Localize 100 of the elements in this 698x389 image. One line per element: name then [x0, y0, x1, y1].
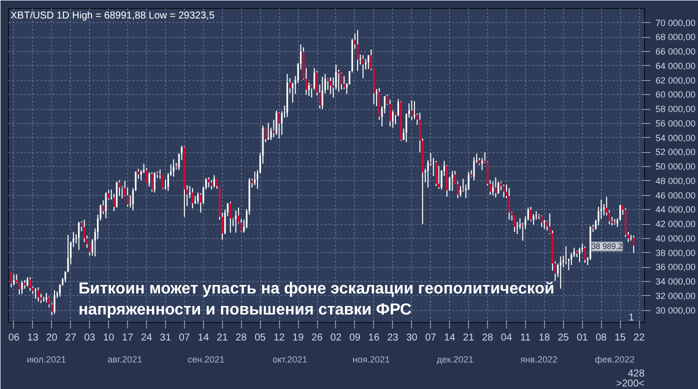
- x-tick-label: 03: [84, 332, 96, 344]
- x-tick-label: 21: [463, 332, 475, 344]
- candlestick: [516, 221, 518, 235]
- y-tick-label: 68 000,00: [656, 32, 696, 42]
- x-tick-label: 31: [160, 332, 172, 344]
- annotation: Биткоин может упасть на фоне эскалации геополитической напряженности и повышения ставки ФРС: [78, 280, 554, 318]
- x2-tick-label: дек.2021: [436, 354, 474, 364]
- x-tick-label: 11: [520, 332, 532, 344]
- x-tick-label: 22: [634, 332, 646, 344]
- y-tick-label: 48 000,00: [656, 176, 696, 186]
- y-tick-label: 30 000,00: [656, 305, 696, 316]
- chart-title: XBT/USD 1D High = 68991,88 Low = 29323,5: [10, 10, 215, 22]
- candlestick: [438, 165, 440, 190]
- y-tick-label: 64 000,00: [656, 60, 696, 71]
- x-tick-label: 17: [122, 332, 134, 344]
- y-tick-label: 54 000,00: [656, 132, 696, 143]
- x2-tick-label: ноя.2021: [352, 354, 390, 364]
- annotation: 38 989,2: [591, 242, 624, 251]
- candlestick: [208, 176, 210, 188]
- y-tick-label: 44 000,00: [656, 204, 696, 215]
- candlestick: [498, 181, 500, 194]
- x-tick-label: 25: [558, 332, 570, 344]
- y-tick-label: 60 000,00: [656, 90, 696, 100]
- annotation: 1: [628, 312, 634, 324]
- candlestick: [146, 168, 148, 184]
- y-tick-label: 32 000,00: [656, 290, 696, 301]
- x2-tick-label: окт.2021: [272, 354, 308, 364]
- x2-tick-label: июл.2021: [26, 354, 66, 364]
- candlestick: [10, 272, 12, 288]
- candlestick: [343, 76, 345, 90]
- y-tick-label: 62 000,00: [656, 75, 696, 86]
- y-tick-label: 42 000,00: [656, 219, 696, 230]
- x2-tick-label: авг.2021: [108, 354, 142, 364]
- candlestick: [105, 192, 107, 219]
- y-tick-label: 56 000,00: [656, 118, 696, 128]
- candlestick: [278, 111, 280, 140]
- candlestick: [356, 30, 358, 72]
- candlestick: [376, 88, 378, 107]
- candlestick: [26, 276, 28, 288]
- candlestick: [276, 110, 278, 136]
- candlestick: [154, 172, 156, 193]
- candlestick: [452, 170, 454, 192]
- candlestick: [570, 252, 572, 266]
- y-tick-label: 52 000,00: [656, 147, 696, 158]
- x2-tick-label: сен.2021: [188, 354, 225, 364]
- y-tick-label: 66 000,00: [656, 46, 696, 57]
- candlestick: [560, 256, 562, 290]
- candlestick: [268, 122, 270, 140]
- candlestick: [632, 235, 634, 254]
- x-tick-label: 14: [198, 332, 210, 344]
- candlestick: [254, 171, 256, 186]
- candlestick: [435, 160, 437, 186]
- x-tick-label: 02: [330, 332, 342, 344]
- candlestick: [230, 201, 232, 234]
- x-tick-label: 10: [103, 332, 115, 344]
- candlestick: [508, 188, 510, 220]
- candlestick: [330, 76, 332, 95]
- candlestick: [34, 288, 36, 300]
- x-tick-label: 27: [65, 332, 77, 344]
- x-tick-label: 07: [425, 332, 437, 344]
- candlestick: [235, 210, 237, 234]
- candlestick: [29, 276, 31, 292]
- candlestick: [37, 286, 40, 302]
- x-tick-label: 18: [538, 332, 550, 344]
- candlestick: [322, 76, 324, 110]
- y-tick-label: 58 000,00: [656, 104, 696, 114]
- candlestick: [172, 158, 174, 178]
- x-tick-label: 21: [216, 332, 228, 344]
- candlestick: [584, 246, 586, 264]
- x-tick-label: 28: [236, 332, 248, 344]
- x-tick-label: 09: [349, 332, 361, 344]
- candlestick: [340, 72, 342, 90]
- candlestick: [54, 290, 56, 314]
- x-tick-label: 08: [596, 332, 608, 344]
- candlestick: [492, 181, 494, 196]
- x-tick-label: 06: [8, 332, 20, 344]
- text: 428: [628, 368, 645, 380]
- candlestick: [540, 214, 542, 228]
- candlestick: [514, 214, 516, 232]
- candlestick: [21, 280, 23, 294]
- candlestick: [78, 221, 80, 250]
- candlestick: [578, 247, 580, 263]
- x-tick-label: 01: [576, 332, 588, 344]
- x-tick-label: 20: [46, 332, 58, 344]
- candlestick: [368, 54, 370, 70]
- x-tick-label: 05: [254, 332, 266, 344]
- candlestick: [13, 274, 15, 286]
- candlestick: [151, 172, 153, 192]
- candlestick: [410, 100, 413, 120]
- x-tick-label: 23: [387, 332, 399, 344]
- candlestick: [473, 156, 475, 181]
- x-tick-label: 16: [368, 332, 380, 344]
- y-tick-label: 34 000,00: [656, 276, 696, 287]
- candlestick: [392, 110, 394, 128]
- x-tick-label: 26: [311, 332, 324, 344]
- x-tick-label: 15: [614, 332, 626, 344]
- y-tick-label: 40 000,00: [656, 233, 696, 244]
- x-tick-label: 24: [140, 332, 153, 344]
- x2-tick-label: янв.2022: [520, 354, 558, 364]
- x-tick-label: 07: [178, 332, 190, 344]
